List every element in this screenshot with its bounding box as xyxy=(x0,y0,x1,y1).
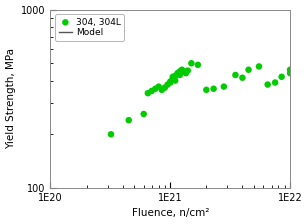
Point xyxy=(170,75,175,79)
Point xyxy=(211,87,216,90)
Y-axis label: Yield Strength, MPa: Yield Strength, MPa xyxy=(6,48,16,149)
Point xyxy=(257,65,261,68)
Point xyxy=(173,79,178,82)
Point xyxy=(240,76,245,80)
Point xyxy=(177,70,182,73)
Point xyxy=(145,91,150,95)
Point xyxy=(159,88,164,92)
Point xyxy=(273,81,278,84)
Point xyxy=(177,73,182,77)
Point xyxy=(165,83,170,86)
Point xyxy=(149,89,154,93)
Point xyxy=(126,118,131,122)
Point xyxy=(141,112,146,116)
Point xyxy=(168,80,173,83)
Point xyxy=(288,68,293,71)
Point xyxy=(189,62,194,65)
Point xyxy=(185,69,190,72)
Point xyxy=(181,70,186,73)
Point xyxy=(175,71,180,75)
Point xyxy=(195,63,200,67)
Point xyxy=(246,68,251,71)
Point xyxy=(153,87,158,90)
Point xyxy=(265,83,270,86)
Point xyxy=(279,75,284,79)
Point xyxy=(156,85,161,88)
Point xyxy=(173,74,178,78)
Point xyxy=(162,86,167,89)
Legend: 304, 304L, Model: 304, 304L, Model xyxy=(55,14,124,41)
Point xyxy=(184,71,188,75)
Point xyxy=(204,88,209,92)
Point xyxy=(180,68,184,71)
Point xyxy=(221,85,226,88)
Point xyxy=(170,77,175,80)
Point xyxy=(288,71,293,75)
X-axis label: Fluence, n/cm²: Fluence, n/cm² xyxy=(132,209,209,218)
Point xyxy=(168,81,173,84)
Point xyxy=(108,133,113,136)
Point xyxy=(233,73,238,77)
